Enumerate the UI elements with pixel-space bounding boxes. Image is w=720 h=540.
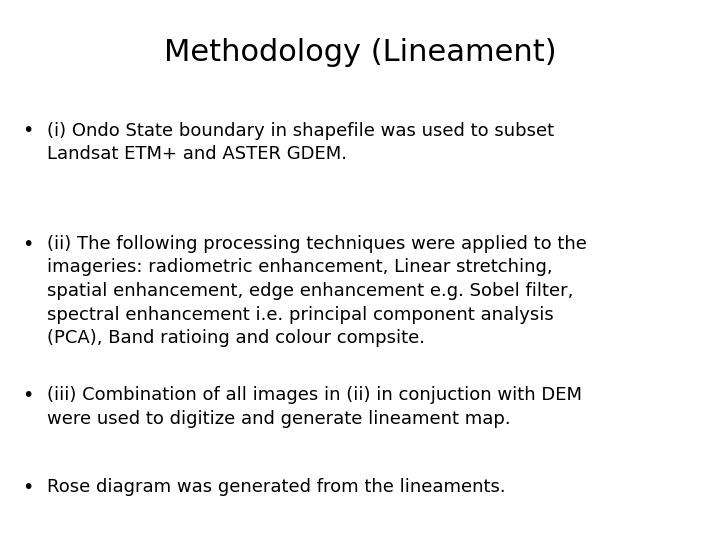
Text: •: • bbox=[22, 386, 33, 405]
Text: •: • bbox=[22, 122, 33, 140]
Text: Rose diagram was generated from the lineaments.: Rose diagram was generated from the line… bbox=[47, 478, 505, 496]
Text: •: • bbox=[22, 478, 33, 497]
Text: •: • bbox=[22, 235, 33, 254]
Text: (iii) Combination of all images in (ii) in conjuction with DEM
were used to digi: (iii) Combination of all images in (ii) … bbox=[47, 386, 582, 428]
Text: (ii) The following processing techniques were applied to the
imageries: radiomet: (ii) The following processing techniques… bbox=[47, 235, 587, 347]
Text: Methodology (Lineament): Methodology (Lineament) bbox=[163, 38, 557, 67]
Text: (i) Ondo State boundary in shapefile was used to subset
Landsat ETM+ and ASTER G: (i) Ondo State boundary in shapefile was… bbox=[47, 122, 554, 163]
